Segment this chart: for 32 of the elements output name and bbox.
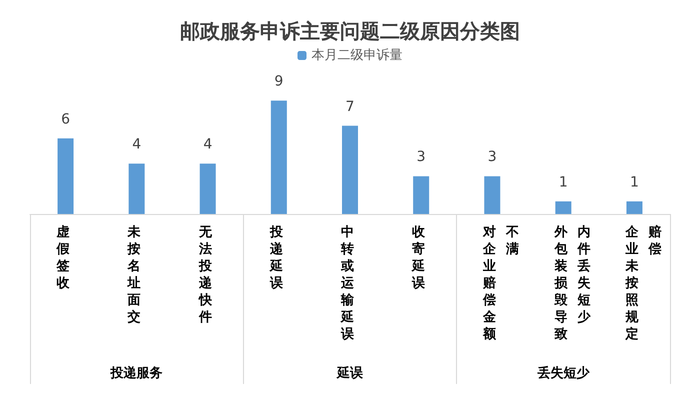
x-tick-label: 虚假签收: [56, 224, 71, 293]
bar: [555, 201, 572, 214]
data-label: 1: [630, 174, 639, 190]
data-label: 1: [558, 174, 568, 190]
data-label: 6: [61, 111, 70, 128]
bar: [200, 164, 216, 214]
x-tick-label: 收寄延误: [412, 224, 426, 293]
legend-label: 本月二级申诉量: [312, 48, 402, 63]
data-label: 4: [132, 136, 142, 153]
bar: [484, 176, 500, 214]
data-label: 9: [274, 74, 284, 90]
text: 延误: [336, 366, 364, 381]
bar: [270, 100, 287, 214]
bar: [626, 201, 642, 214]
text: 投递服务: [110, 365, 163, 381]
bar: [413, 176, 430, 214]
data-label: 3: [416, 149, 426, 166]
x-tick-label: 投递延误: [270, 224, 284, 293]
x-tick-label: 无法投递快件: [198, 224, 213, 327]
bar: [128, 164, 145, 214]
bar: [342, 126, 358, 214]
chart-title: 邮政服务申诉主要问题二级原因分类图: [180, 19, 520, 43]
category-label: 对企业赔偿金额不满: [483, 225, 520, 342]
x-tick-label: 中转或运输延误: [341, 224, 355, 344]
x-tick-label: 未按名址面交: [128, 224, 142, 327]
category-label: 外包装损毁导致内件丢失短少: [554, 225, 590, 342]
bar: [58, 138, 74, 214]
data-label: 4: [203, 136, 212, 153]
text: 丢失短少: [536, 365, 590, 381]
data-label: 3: [488, 149, 497, 166]
data-label: 7: [346, 98, 354, 115]
category-label: 企业未按照规定赔偿: [625, 225, 662, 342]
